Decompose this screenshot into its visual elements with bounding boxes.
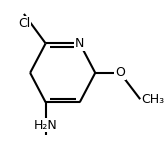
- Text: N: N: [75, 37, 84, 50]
- Text: O: O: [115, 66, 125, 79]
- Text: H₂N: H₂N: [34, 119, 57, 132]
- Text: CH₃: CH₃: [142, 93, 165, 106]
- Text: Cl: Cl: [18, 17, 30, 30]
